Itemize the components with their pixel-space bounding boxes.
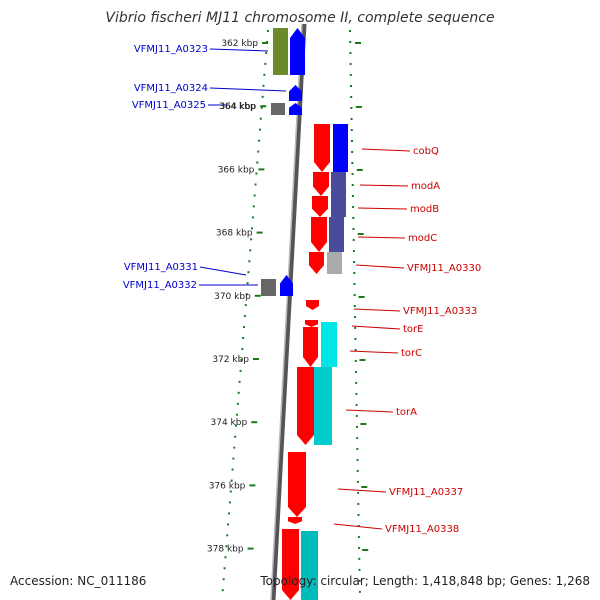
tick-label-378: 378 kbp	[207, 545, 244, 555]
gene-arrow-torc	[303, 327, 318, 367]
gene-arrow-a0323	[290, 28, 305, 75]
gene-label-cobq: cobQ	[413, 146, 439, 157]
gene-arrow-a0325	[289, 103, 302, 115]
gene-label-tora: torA	[396, 407, 417, 418]
leader-line-tora	[345, 409, 394, 413]
backbone-highlight	[270, 23, 303, 600]
gene-label-vfmj11-a0330: VFMJ11_A0330	[407, 263, 481, 274]
leader-line-vfmj11-a0331	[199, 266, 247, 276]
label-leaders	[199, 48, 411, 530]
cog-bar-modab	[331, 172, 346, 217]
tick-label-362: 362 kbp	[221, 39, 258, 49]
gene-label-vfmj11-a0337: VFMJ11_A0337	[389, 487, 463, 498]
tick-label-374: 374 kbp	[211, 418, 248, 428]
tick-label-364-overlap: 364 kbp	[219, 102, 256, 112]
gene-arrow-a0331	[280, 275, 293, 296]
leader-line-modb	[357, 207, 408, 210]
gene-arrow-tora	[297, 367, 314, 445]
gene-arrow-a0337b	[288, 517, 302, 524]
accession-text: Accession: NC_011186	[10, 574, 147, 588]
cog-bar-a0338	[301, 531, 318, 600]
leader-line-vfmj11-a0323	[209, 48, 269, 52]
leader-line-tore	[351, 325, 401, 330]
topology-stats-text: Topology: circular; Length: 1,418,848 bp…	[260, 574, 590, 588]
cog-bar-modc	[329, 217, 344, 252]
gene-arrow-moda	[313, 172, 329, 196]
tick-label-364: 364 kbp	[220, 102, 257, 112]
ring-dots	[221, 29, 361, 600]
tick-label-366: 366 kbp	[218, 165, 255, 175]
gene-labels: VFMJ11_A0323 VFMJ11_A0324 VFMJ11_A0325 VFMJ…	[123, 44, 481, 535]
inner-ring-dots	[221, 29, 269, 600]
backbone	[270, 23, 307, 600]
cog-bar-tora	[314, 367, 332, 445]
gene-arrow-a0338	[282, 529, 299, 600]
gene-label-moda: modA	[411, 181, 440, 192]
cog-bar-torc	[321, 322, 337, 367]
gene-arrow-a0333	[306, 300, 319, 310]
outer-ring-dots	[349, 29, 361, 600]
tick-label-372: 372 kbp	[212, 355, 249, 365]
tick-label-376: 376 kbp	[209, 481, 246, 491]
leader-line-cobq	[361, 148, 411, 152]
gene-label-vfmj11-a0331: VFMJ11_A0331	[124, 262, 198, 273]
leader-line-vfmj11-a0333	[353, 308, 401, 312]
gene-label-vfmj11-a0333: VFMJ11_A0333	[403, 306, 477, 317]
gene-label-vfmj11-a0332: VFMJ11_A0332	[123, 280, 197, 291]
backbone-line	[270, 23, 307, 600]
tick-label-368: 368 kbp	[216, 229, 253, 239]
gene-label-vfmj11-a0338: VFMJ11_A0338	[385, 524, 459, 535]
gene-label-vfmj11-a0323: VFMJ11_A0323	[134, 44, 208, 55]
gene-arrow-a0324	[289, 85, 302, 101]
gene-features	[261, 28, 348, 600]
map-title: Vibrio fischeri MJ11 chromosome II, comp…	[105, 10, 495, 26]
gene-arrow-tore	[305, 320, 318, 327]
gene-label-vfmj11-a0324: VFMJ11_A0324	[134, 83, 208, 94]
leader-line-vfmj11-a0330	[355, 264, 405, 269]
gene-label-tore: torE	[403, 324, 423, 335]
gene-label-torc: torC	[401, 348, 422, 359]
leader-line-vfmj11-a0338	[333, 523, 383, 530]
gene-arrow-modc	[311, 217, 327, 252]
leader-line-moda	[359, 184, 409, 187]
gene-arrow-cobq	[314, 124, 330, 172]
leader-line-vfmj11-a0337	[337, 488, 387, 493]
cog-bar-a0325	[271, 103, 285, 115]
leader-line-modc	[357, 236, 406, 239]
leader-line-torc	[349, 350, 399, 354]
gene-label-vfmj11-a0325: VFMJ11_A0325	[132, 100, 206, 111]
gene-arrow-a0330	[309, 252, 324, 274]
cog-bar-a0330	[327, 252, 342, 274]
leader-line-vfmj11-a0324	[209, 87, 287, 92]
cog-bar-a0323	[273, 28, 288, 75]
gene-arrow-modb	[312, 196, 328, 217]
cog-bar-cobq	[333, 124, 348, 172]
tick-label-370: 370 kbp	[214, 292, 251, 302]
tick-marks: 362 kbp 364 kbp 366 kbp 368 kbp 370 kbp 372 k…	[207, 39, 369, 555]
gene-label-modc: modC	[408, 233, 437, 244]
cog-bar-a0331	[261, 279, 276, 296]
gene-arrow-a0337	[288, 452, 306, 517]
gene-label-modb: modB	[410, 204, 439, 215]
